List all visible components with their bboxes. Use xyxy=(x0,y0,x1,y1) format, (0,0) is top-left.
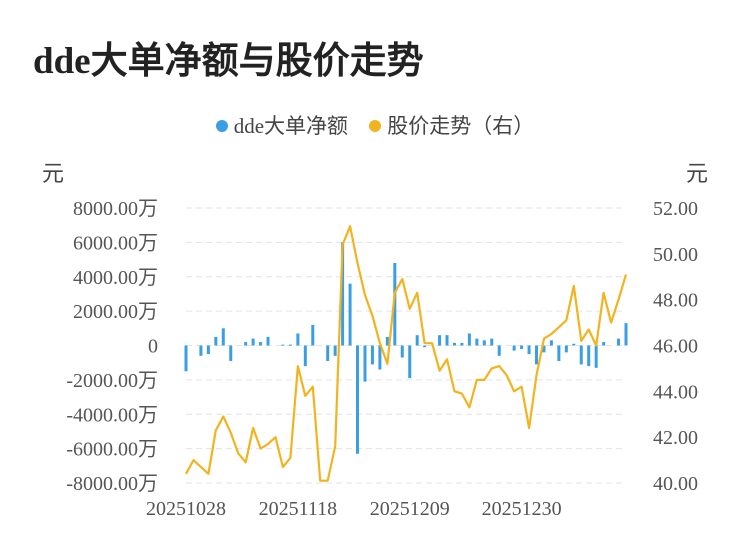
dde-bar[interactable] xyxy=(423,345,427,348)
gridlines xyxy=(186,207,626,484)
dde-bar[interactable] xyxy=(490,338,494,346)
right-axis-unit: 元 xyxy=(685,161,708,186)
dde-bar[interactable] xyxy=(393,263,397,346)
dde-bar[interactable] xyxy=(408,345,412,379)
left-tick-label: 2000.00万 xyxy=(73,301,158,323)
dde-bar[interactable] xyxy=(497,345,501,356)
x-tick-label: 20251118 xyxy=(259,498,338,520)
x-tick-label: 20251028 xyxy=(146,498,226,520)
dde-bar[interactable] xyxy=(572,343,576,346)
dde-bar[interactable] xyxy=(512,345,516,351)
dde-bar[interactable] xyxy=(617,338,621,346)
dde-bar[interactable] xyxy=(624,323,628,346)
dde-bar[interactable] xyxy=(363,345,367,382)
left-tick-label: 8000.00万 xyxy=(73,198,158,220)
dde-bar[interactable] xyxy=(370,345,374,365)
chart-title: dde大单净额与股价走势 xyxy=(33,41,424,82)
dde-bar[interactable] xyxy=(400,345,404,358)
legend-label-price: 股价走势（右） xyxy=(387,114,535,138)
right-tick-label: 48.00 xyxy=(653,290,698,312)
left-tick-label: -8000.00万 xyxy=(66,473,158,495)
left-tick-label: -2000.00万 xyxy=(66,370,158,392)
dde-bar[interactable] xyxy=(415,335,419,346)
dde-bar[interactable] xyxy=(184,345,188,372)
legend-label-dde: dde大单净额 xyxy=(233,114,349,138)
right-tick-label: 50.00 xyxy=(653,244,698,266)
dde-bar[interactable] xyxy=(557,345,561,361)
legend: dde大单净额 股价走势（右） xyxy=(0,110,750,140)
dde-bar[interactable] xyxy=(520,345,524,349)
right-axis-ticks: 52.00 50.00 48.00 46.00 44.00 42.00 40.00 xyxy=(653,198,698,495)
price-line[interactable] xyxy=(185,225,628,482)
dde-bar[interactable] xyxy=(214,336,218,346)
dde-bar[interactable] xyxy=(326,345,330,361)
legend-dot-icon xyxy=(369,120,382,132)
dde-bar[interactable] xyxy=(356,345,360,454)
right-tick-label: 42.00 xyxy=(653,427,698,449)
legend-dot-icon xyxy=(215,120,228,132)
dde-bar[interactable] xyxy=(288,344,292,346)
dde-bar[interactable] xyxy=(438,335,442,346)
dde-bar[interactable] xyxy=(475,338,479,346)
dde-bar[interactable] xyxy=(587,345,591,367)
dde-bar[interactable] xyxy=(333,345,337,356)
dde-bar[interactable] xyxy=(311,324,315,346)
dde-bar[interactable] xyxy=(535,345,539,365)
dde-bar[interactable] xyxy=(460,342,464,346)
dde-bar[interactable] xyxy=(199,345,203,356)
dde-bar[interactable] xyxy=(259,342,263,346)
dde-bar[interactable] xyxy=(206,345,210,355)
dde-bar[interactable] xyxy=(229,345,233,361)
x-tick-label: 20251230 xyxy=(482,498,562,520)
dde-bar[interactable] xyxy=(266,336,270,346)
dde-bar[interactable] xyxy=(452,342,456,346)
dde-bar[interactable] xyxy=(467,333,471,346)
line-series xyxy=(185,225,628,482)
dde-bar[interactable] xyxy=(385,336,389,346)
legend-item-price[interactable]: 股价走势（右） xyxy=(369,110,534,140)
dde-bar[interactable] xyxy=(549,340,553,346)
dde-bar[interactable] xyxy=(564,345,568,353)
left-tick-label: 4000.00万 xyxy=(73,267,158,289)
dde-bar[interactable] xyxy=(348,283,352,346)
dde-bar[interactable] xyxy=(542,345,546,353)
right-tick-label: 46.00 xyxy=(653,336,698,358)
dde-bar[interactable] xyxy=(281,344,285,346)
left-tick-label: -6000.00万 xyxy=(66,439,158,461)
dde-bar[interactable] xyxy=(296,333,300,346)
left-tick-label: 0 xyxy=(148,336,158,358)
left-tick-label: 6000.00万 xyxy=(73,232,158,254)
dde-bar[interactable] xyxy=(482,340,486,346)
right-tick-label: 40.00 xyxy=(653,473,698,495)
dde-bar[interactable] xyxy=(445,335,449,346)
dde-bar[interactable] xyxy=(579,345,583,365)
dde-bar[interactable] xyxy=(303,345,307,367)
dde-bar[interactable] xyxy=(221,328,225,346)
dde-bar[interactable] xyxy=(341,242,345,346)
x-tick-label: 20251209 xyxy=(370,498,450,520)
dde-bar[interactable] xyxy=(251,338,255,346)
dde-bar[interactable] xyxy=(594,345,598,368)
dde-bar[interactable] xyxy=(244,342,248,346)
bar-series xyxy=(184,242,628,454)
left-axis-ticks: 8000.00万 6000.00万 4000.00万 2000.00万 0 -2000.0… xyxy=(66,198,158,495)
left-tick-label: -4000.00万 xyxy=(66,404,158,426)
left-axis-unit: 元 xyxy=(42,161,65,186)
right-tick-label: 52.00 xyxy=(653,198,698,220)
dde-bar[interactable] xyxy=(602,342,606,346)
dde-bar[interactable] xyxy=(378,345,382,370)
legend-item-dde[interactable]: dde大单净额 xyxy=(215,110,349,140)
dde-bar[interactable] xyxy=(527,345,531,355)
x-axis-ticks: 20251028 20251118 20251209 20251230 xyxy=(146,498,562,520)
right-tick-label: 44.00 xyxy=(653,381,698,403)
